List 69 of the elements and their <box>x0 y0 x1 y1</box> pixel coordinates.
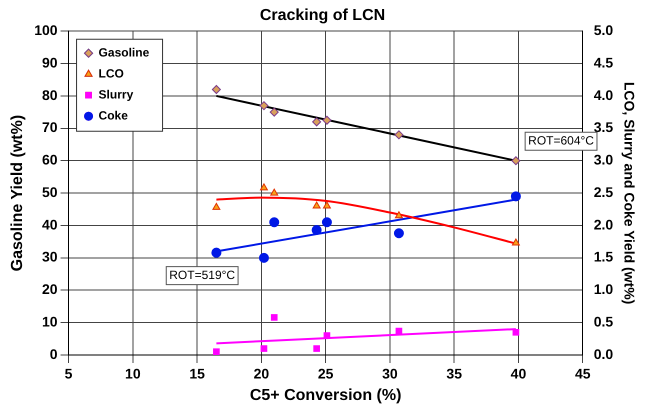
y2-axis-title: LCO, Slurry and Coke Yield (wt%) <box>622 82 638 304</box>
point <box>312 117 322 126</box>
point <box>260 345 268 352</box>
point <box>322 217 332 228</box>
y-tick-label: 100 <box>34 22 58 38</box>
y-tick-label: 90 <box>42 54 58 70</box>
annotation: ROT=604°C <box>528 134 594 148</box>
annotation: ROT=519°C <box>169 268 236 282</box>
point <box>394 211 403 218</box>
point <box>322 202 331 209</box>
y2-tick-label: 4.0 <box>594 86 614 103</box>
chart-title: Cracking of LCN <box>260 7 386 24</box>
y2-tick-label: 2.5 <box>594 184 614 200</box>
x-tick-label: 15 <box>189 365 206 382</box>
y-tick-label: 0 <box>50 346 58 362</box>
point <box>260 183 268 190</box>
y-tick-label: 30 <box>42 248 58 265</box>
y-axis-title: Gasoline Yield (wt%) <box>9 114 26 272</box>
point <box>258 252 269 263</box>
y2-tick-label: 0.0 <box>594 346 614 362</box>
legend-label: Gasoline <box>98 46 150 60</box>
point <box>270 314 278 321</box>
legend-label: Slurry <box>98 88 134 102</box>
y-tick-label: 80 <box>42 86 58 103</box>
x-tick-label: 10 <box>125 365 141 382</box>
legend-label: LCO <box>98 66 124 81</box>
legend-label: Coke <box>98 108 128 123</box>
point <box>312 202 321 209</box>
x-tick-label: 20 <box>254 365 270 382</box>
point <box>312 225 322 236</box>
y2-tick-label: 5.0 <box>594 22 614 38</box>
point <box>259 101 268 110</box>
x-axis-title: C5+ Conversion (%) <box>250 386 402 404</box>
point <box>270 188 278 196</box>
y-tick-label: 40 <box>42 216 58 232</box>
point <box>324 332 330 339</box>
point <box>511 156 520 166</box>
x-tick-label: 45 <box>574 365 591 382</box>
point <box>313 345 320 352</box>
x-tick-label: 5 <box>64 365 73 382</box>
y2-tick-label: 2.0 <box>594 216 614 232</box>
y-tick-label: 50 <box>42 184 58 200</box>
point <box>269 217 280 228</box>
x-tick-label: 35 <box>446 365 462 382</box>
y2-tick-label: 4.5 <box>594 54 614 70</box>
point <box>394 228 404 238</box>
y2-tick-label: 1.5 <box>594 248 614 265</box>
y-tick-label: 20 <box>42 281 58 298</box>
point <box>270 108 279 117</box>
point <box>512 238 520 246</box>
x-tick-label: 25 <box>318 365 334 382</box>
y2-tick-label: 3.5 <box>594 119 614 136</box>
point <box>510 191 521 202</box>
y-tick-label: 60 <box>42 152 58 168</box>
point <box>212 202 220 210</box>
y2-tick-label: 3.0 <box>594 152 614 168</box>
point <box>322 116 332 125</box>
point <box>512 329 520 336</box>
point <box>212 84 221 94</box>
y-tick-label: 70 <box>42 119 58 136</box>
point <box>213 348 220 355</box>
point <box>211 248 222 258</box>
point <box>396 328 402 334</box>
y2-tick-label: 0.5 <box>594 313 614 330</box>
y2-tick-label: 1.0 <box>594 281 614 298</box>
y-tick-label: 10 <box>42 313 58 330</box>
point <box>394 130 404 140</box>
x-tick-label: 30 <box>382 365 398 382</box>
x-tick-label: 40 <box>510 365 526 382</box>
